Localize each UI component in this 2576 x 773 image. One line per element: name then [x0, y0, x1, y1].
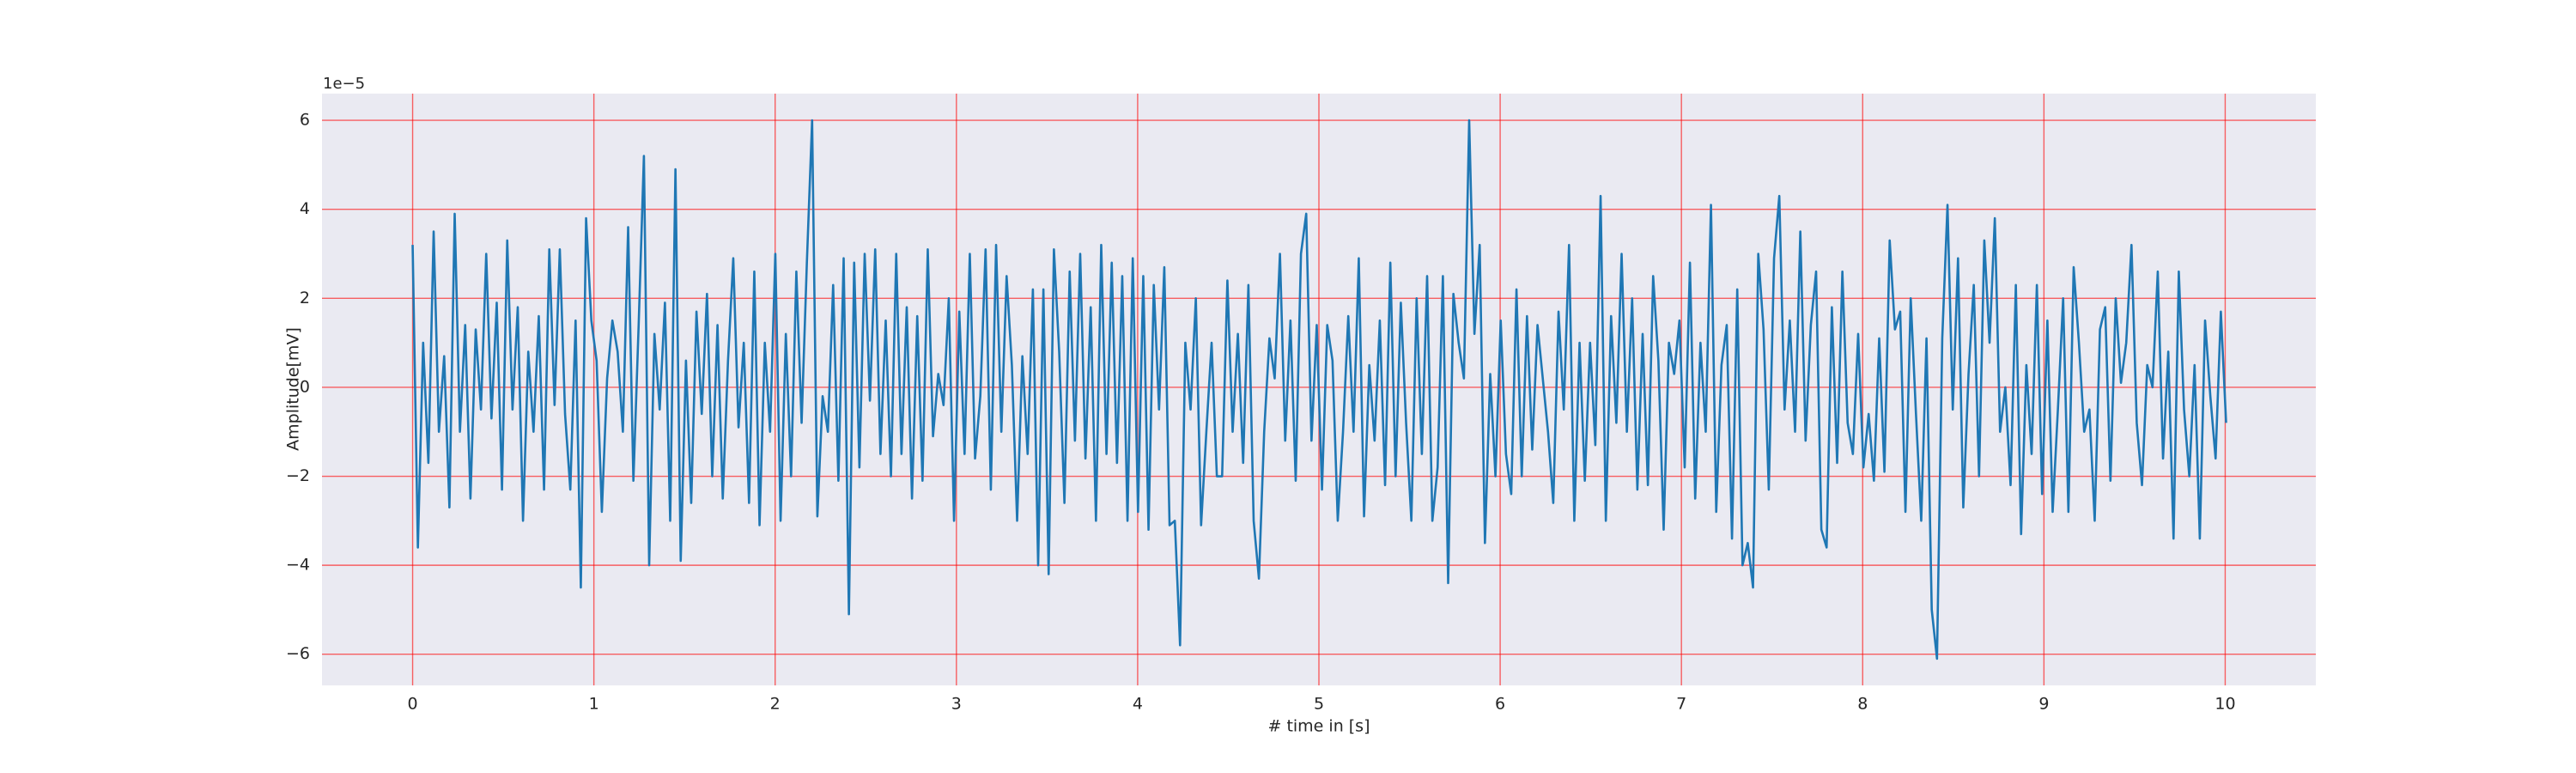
x-tick-label: 7 — [1676, 695, 1686, 714]
y-tick-label: −6 — [286, 644, 310, 663]
x-tick-label: 8 — [1857, 695, 1868, 714]
marks — [411, 119, 2227, 660]
y-axis-label: Amplitude[mV] — [284, 327, 303, 451]
labels: 0 1 2 3 4 5 6 7 8 9 10 −6 −4 −2 0 2 4 6 — [286, 111, 2236, 714]
x-axis-label: # time in [s] — [1267, 717, 1370, 736]
x-tick-label: 1 — [589, 695, 599, 714]
x-tick-label: 0 — [407, 695, 417, 714]
y-tick-label: 0 — [300, 377, 310, 396]
y-tick-label: 6 — [300, 111, 310, 130]
y-tick-label: −4 — [286, 556, 310, 575]
signal-line — [411, 119, 2227, 660]
offset-label: 1e−5 — [323, 75, 365, 93]
y-tick-label: 2 — [300, 289, 310, 307]
x-tick-label: 9 — [2038, 695, 2049, 714]
x-tick-label: 3 — [951, 695, 962, 714]
y-tick-label: −2 — [286, 466, 310, 485]
x-tick-label: 6 — [1495, 695, 1505, 714]
y-tick-label: 4 — [300, 199, 310, 218]
x-tick-label: 5 — [1314, 695, 1324, 714]
x-tick-label: 2 — [770, 695, 781, 714]
x-tick-label: 4 — [1133, 695, 1143, 714]
x-tick-label: 10 — [2215, 695, 2235, 714]
